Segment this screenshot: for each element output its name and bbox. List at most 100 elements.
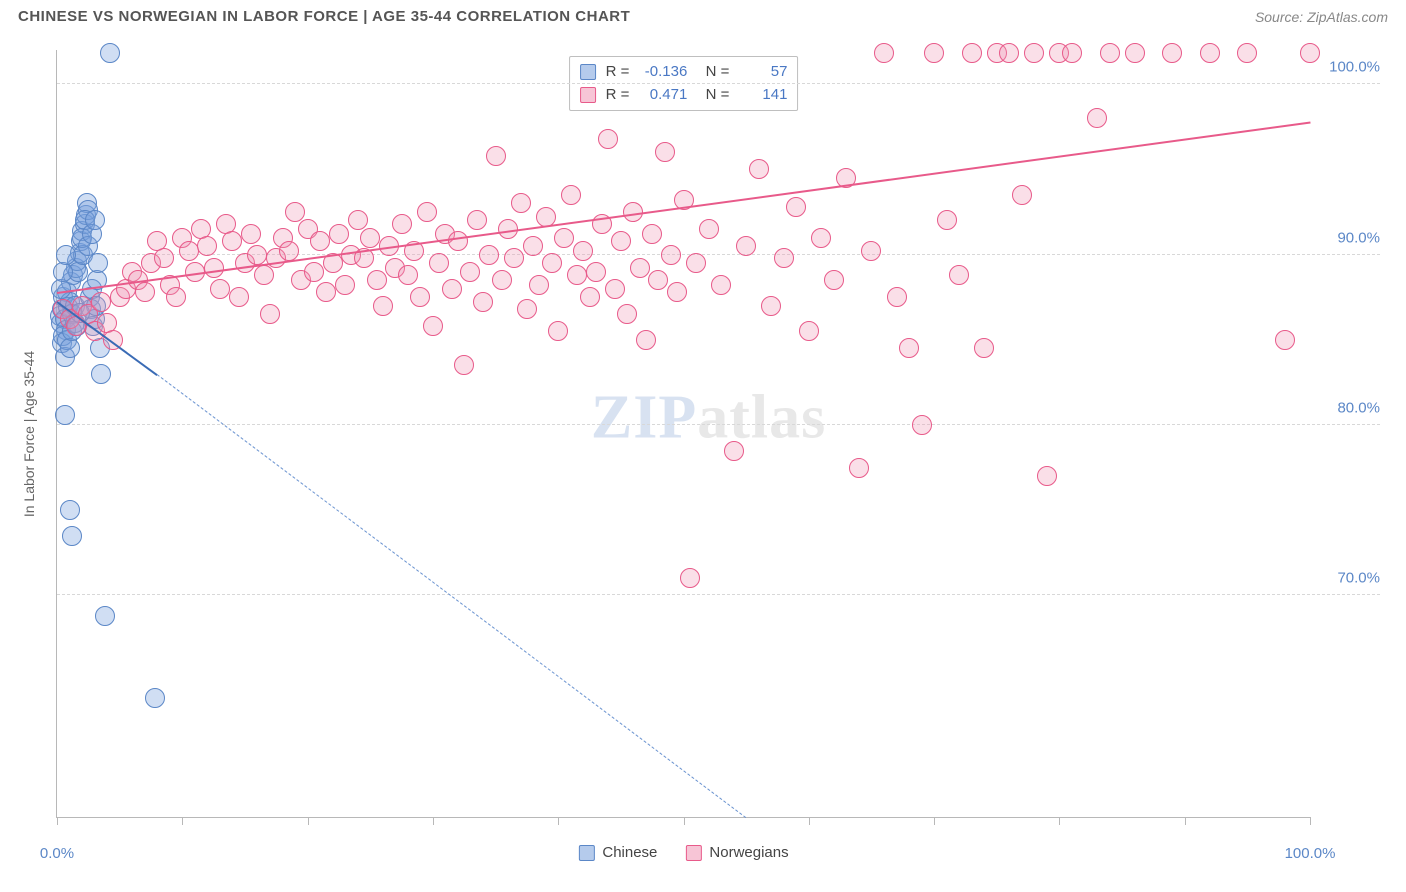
y-tick-label: 70.0%: [1318, 570, 1380, 587]
x-tick-label: 0.0%: [40, 845, 74, 862]
data-point: [154, 248, 174, 268]
data-point: [517, 299, 537, 319]
x-tick-label: 100.0%: [1285, 845, 1336, 862]
source-label: Source: ZipAtlas.com: [1255, 9, 1388, 25]
data-point: [335, 275, 355, 295]
data-point: [53, 262, 73, 282]
data-point: [367, 270, 387, 290]
data-point: [179, 241, 199, 261]
data-point: [811, 228, 831, 248]
data-point: [567, 265, 587, 285]
data-point: [486, 146, 506, 166]
data-point: [442, 279, 462, 299]
data-point: [648, 270, 668, 290]
data-point: [617, 304, 637, 324]
data-point: [887, 287, 907, 307]
data-point: [611, 231, 631, 251]
data-point: [542, 253, 562, 273]
stat-n-chinese: 57: [739, 61, 787, 84]
data-point: [166, 287, 186, 307]
data-point: [479, 245, 499, 265]
data-point: [467, 210, 487, 230]
x-tick: [934, 817, 935, 825]
data-point: [1237, 43, 1257, 63]
data-point: [1012, 185, 1032, 205]
trend-line: [57, 122, 1310, 294]
legend-item-chinese: Chinese: [578, 844, 657, 861]
data-point: [861, 241, 881, 261]
data-point: [423, 316, 443, 336]
data-point: [605, 279, 625, 299]
data-point: [88, 253, 108, 273]
data-point: [222, 231, 242, 251]
data-point: [667, 282, 687, 302]
data-point: [91, 364, 111, 384]
data-point: [962, 43, 982, 63]
data-point: [661, 245, 681, 265]
data-point: [786, 197, 806, 217]
data-point: [899, 338, 919, 358]
data-point: [100, 43, 120, 63]
data-point: [310, 231, 330, 251]
data-point: [1100, 43, 1120, 63]
y-tick-label: 100.0%: [1318, 59, 1380, 76]
data-point: [135, 282, 155, 302]
data-point: [204, 258, 224, 278]
data-point: [1162, 43, 1182, 63]
x-tick: [809, 817, 810, 825]
watermark: ZIPatlas: [591, 383, 826, 454]
data-point: [145, 688, 165, 708]
stat-label: N =: [697, 61, 729, 84]
x-tick: [1185, 817, 1186, 825]
gridline: [57, 83, 1380, 84]
data-point: [761, 296, 781, 316]
data-point: [874, 43, 894, 63]
data-point: [680, 568, 700, 588]
data-point: [304, 262, 324, 282]
data-point: [529, 275, 549, 295]
gridline: [57, 594, 1380, 595]
chart-header: CHINESE VS NORWEGIAN IN LABOR FORCE | AG…: [0, 0, 1406, 31]
data-point: [460, 262, 480, 282]
legend-item-norwegian: Norwegians: [685, 844, 788, 861]
data-point: [736, 236, 756, 256]
data-point: [949, 265, 969, 285]
data-point: [586, 262, 606, 282]
data-point: [329, 224, 349, 244]
stat-label: R =: [606, 61, 630, 84]
data-point: [429, 253, 449, 273]
data-point: [824, 270, 844, 290]
data-point: [56, 245, 76, 265]
data-point: [1087, 108, 1107, 128]
data-point: [642, 224, 662, 244]
data-point: [454, 355, 474, 375]
x-tick: [433, 817, 434, 825]
swatch-blue-icon: [580, 64, 596, 80]
data-point: [279, 241, 299, 261]
data-point: [511, 193, 531, 213]
data-point: [60, 338, 80, 358]
stats-row-norwegian: R = 0.471 N = 141: [580, 84, 788, 107]
stats-row-chinese: R = -0.136 N = 57: [580, 61, 788, 84]
data-point: [548, 321, 568, 341]
data-point: [373, 296, 393, 316]
data-point: [1300, 43, 1320, 63]
data-point: [749, 159, 769, 179]
data-point: [448, 231, 468, 251]
stat-label: N =: [697, 84, 729, 107]
x-tick: [558, 817, 559, 825]
legend-label: Norwegians: [709, 844, 788, 861]
x-tick: [1059, 817, 1060, 825]
data-point: [554, 228, 574, 248]
stat-label: R =: [606, 84, 630, 107]
data-point: [398, 265, 418, 285]
x-tick: [57, 817, 58, 825]
data-point: [316, 282, 336, 302]
data-point: [417, 202, 437, 222]
y-axis-label: In Labor Force | Age 35-44: [21, 350, 37, 516]
data-point: [348, 210, 368, 230]
data-point: [580, 287, 600, 307]
data-point: [1024, 43, 1044, 63]
chart-title: CHINESE VS NORWEGIAN IN LABOR FORCE | AG…: [18, 8, 630, 25]
data-point: [247, 245, 267, 265]
